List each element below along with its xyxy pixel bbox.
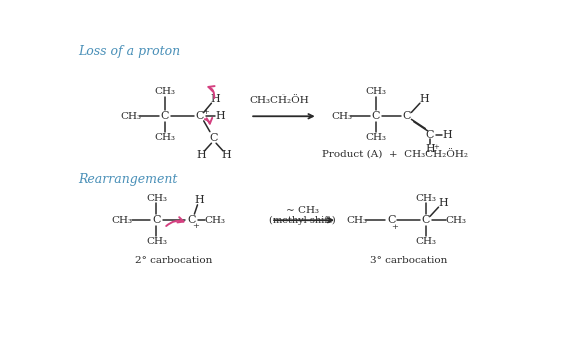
- Text: CH₃: CH₃: [331, 112, 352, 121]
- Text: CH₃: CH₃: [365, 133, 386, 142]
- Text: C: C: [187, 215, 196, 225]
- Text: C: C: [152, 215, 161, 225]
- Text: H: H: [425, 143, 435, 154]
- Text: CH₃: CH₃: [204, 216, 225, 225]
- Text: 3° carbocation: 3° carbocation: [370, 256, 447, 265]
- Text: CH₃: CH₃: [155, 87, 175, 96]
- Text: C: C: [161, 111, 169, 121]
- Text: +: +: [203, 108, 209, 116]
- Text: CH₃CH₂ÖH: CH₃CH₂ÖH: [249, 96, 309, 105]
- Text: CH₃: CH₃: [121, 112, 141, 121]
- Text: C: C: [422, 215, 430, 225]
- Text: +: +: [391, 223, 398, 231]
- Text: ··: ··: [282, 92, 286, 97]
- Text: ~ CH₃: ~ CH₃: [286, 206, 319, 215]
- Text: H: H: [221, 150, 231, 160]
- Text: +: +: [433, 143, 439, 151]
- Text: C: C: [403, 111, 411, 121]
- Text: C: C: [209, 133, 218, 143]
- Text: C: C: [372, 111, 380, 121]
- Text: H: H: [215, 111, 225, 121]
- Text: C: C: [387, 215, 396, 225]
- Text: C: C: [426, 130, 435, 140]
- Text: CH₃: CH₃: [416, 237, 437, 246]
- Text: Rearrangement: Rearrangement: [78, 173, 178, 186]
- Text: (methyl shift): (methyl shift): [269, 216, 335, 225]
- Text: CH₃: CH₃: [445, 216, 466, 225]
- Text: C: C: [196, 111, 204, 121]
- Text: 2° carbocation: 2° carbocation: [135, 256, 212, 265]
- Text: CH₃: CH₃: [416, 194, 437, 203]
- Text: CH₃: CH₃: [365, 87, 386, 96]
- Text: CH₃: CH₃: [146, 194, 167, 203]
- Text: CH₃: CH₃: [112, 216, 133, 225]
- Text: H: H: [196, 150, 206, 160]
- Text: H: H: [211, 94, 220, 104]
- Text: CH₃: CH₃: [155, 133, 175, 142]
- Text: Loss of a proton: Loss of a proton: [78, 45, 181, 58]
- Text: +: +: [192, 222, 199, 231]
- Text: CH₃: CH₃: [347, 216, 368, 225]
- Text: H: H: [442, 130, 452, 140]
- Text: H: H: [438, 198, 448, 208]
- Text: H: H: [419, 94, 429, 104]
- Text: Product (A)  +  CH₃CH₂ÖH₂: Product (A) + CH₃CH₂ÖH₂: [322, 150, 468, 160]
- Text: H: H: [194, 195, 204, 205]
- Text: CH₃: CH₃: [146, 237, 167, 246]
